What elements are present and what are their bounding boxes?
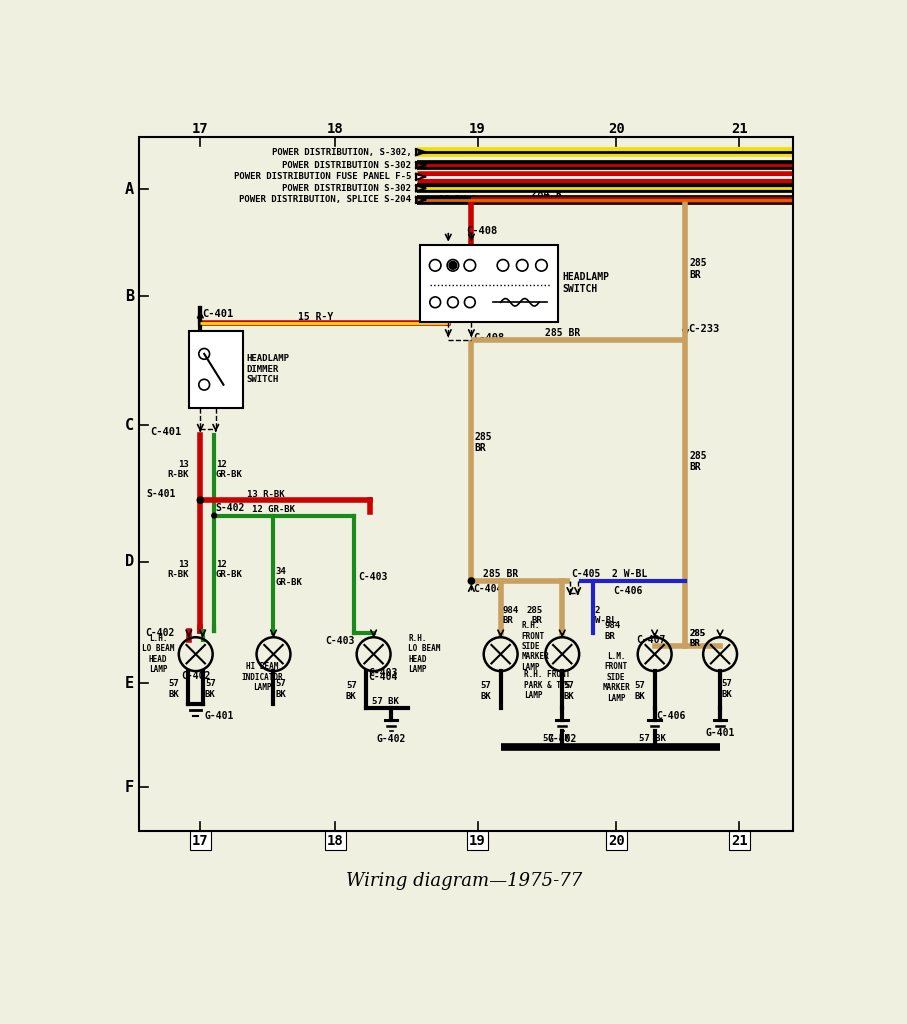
Text: HI BEAM
INDICATOR
LAMP: HI BEAM INDICATOR LAMP [241, 663, 283, 692]
Text: C-406: C-406 [656, 711, 686, 721]
Text: 57
BK: 57 BK [346, 681, 356, 700]
Text: C-402: C-402 [145, 628, 174, 638]
Circle shape [197, 497, 204, 504]
Text: 19: 19 [469, 834, 486, 848]
Text: 57
BK: 57 BK [722, 679, 732, 698]
Text: 140 BK-R: 140 BK-R [439, 161, 482, 170]
Circle shape [448, 261, 457, 270]
Text: 12
GR-BK: 12 GR-BK [216, 460, 242, 479]
Text: C-401: C-401 [150, 427, 181, 437]
Bar [139, 137, 794, 831]
Text: G-401: G-401 [204, 711, 234, 721]
Text: L.H.
LO BEAM
HEAD
LAMP: L.H. LO BEAM HEAD LAMP [141, 634, 174, 674]
Text: C-403: C-403 [358, 572, 387, 583]
Text: 57 BK: 57 BK [639, 734, 666, 743]
Text: 8 B-Y: 8 B-Y [439, 184, 466, 193]
Text: Wiring diagram—1975-77: Wiring diagram—1975-77 [346, 872, 582, 890]
Text: 57
BK: 57 BK [168, 679, 179, 698]
Text: 2 W-BL: 2 W-BL [612, 569, 648, 580]
Text: R.H. FRONT
PARK & T/S
LAMP: R.H. FRONT PARK & T/S LAMP [523, 670, 570, 699]
Text: C-408: C-408 [473, 334, 505, 343]
Text: A: A [125, 182, 134, 197]
Text: B: B [125, 289, 134, 304]
Text: R.H.
FRONT
SIDE
MARKER
LAMP: R.H. FRONT SIDE MARKER LAMP [522, 622, 549, 672]
Text: G-402: G-402 [376, 734, 406, 743]
Text: POWER DISTRIBUTION, S-302,: POWER DISTRIBUTION, S-302, [271, 147, 411, 157]
Bar [189, 331, 243, 408]
Text: 57
BK: 57 BK [564, 681, 574, 700]
Text: R.H.
LO BEAM
HEAD
LAMP: R.H. LO BEAM HEAD LAMP [408, 634, 441, 674]
Text: 12 GR-BK: 12 GR-BK [252, 505, 295, 514]
Text: POWER DISTRIBUTION S-302: POWER DISTRIBUTION S-302 [282, 161, 411, 170]
Text: 285 BR: 285 BR [544, 328, 580, 338]
Text: E: E [125, 676, 134, 690]
Text: G-402: G-402 [548, 734, 577, 743]
Text: 34
GR-BK: 34 GR-BK [275, 567, 302, 587]
Text: L.M.
FRONT
SIDE
MARKER
LAMP: L.M. FRONT SIDE MARKER LAMP [602, 652, 630, 702]
Text: 284 R: 284 R [532, 188, 562, 199]
Text: POWER DISTRIBUTION, SPLICE S-204: POWER DISTRIBUTION, SPLICE S-204 [239, 196, 411, 205]
Text: 57
BK: 57 BK [481, 681, 492, 700]
Text: 285
BR: 285 BR [526, 606, 542, 626]
Text: POWER DISTRIBUTION FUSE PANEL F-5: POWER DISTRIBUTION FUSE PANEL F-5 [234, 172, 411, 181]
Text: 17: 17 [192, 122, 209, 136]
Text: 17: 17 [192, 834, 209, 848]
Text: 383 R-W: 383 R-W [439, 172, 477, 181]
Text: C-233: C-233 [688, 325, 720, 334]
Text: 285
BR: 285 BR [689, 258, 707, 280]
Text: C-403: C-403 [368, 668, 397, 678]
Text: 18: 18 [327, 122, 344, 136]
Text: 2
W-BL: 2 W-BL [595, 606, 616, 626]
Text: G-401: G-401 [706, 728, 735, 738]
Text: HEADLAMP
SWITCH: HEADLAMP SWITCH [562, 272, 610, 294]
Text: S-401: S-401 [146, 489, 176, 499]
Text: C-402: C-402 [181, 671, 210, 681]
Text: 20: 20 [608, 834, 625, 848]
Text: C-401: C-401 [202, 309, 233, 318]
Text: 20: 20 [608, 122, 625, 136]
Text: C: C [125, 418, 134, 432]
Text: 18: 18 [327, 834, 344, 848]
Text: F: F [125, 779, 134, 795]
Text: 57
BK: 57 BK [635, 681, 646, 700]
Circle shape [211, 512, 218, 519]
Text: 12
GR-BK: 12 GR-BK [216, 560, 242, 580]
Text: 13
R-BK: 13 R-BK [167, 460, 189, 479]
Text: 984
BR: 984 BR [502, 606, 518, 626]
Circle shape [467, 578, 475, 585]
Text: 13 R-BK: 13 R-BK [247, 489, 285, 499]
Text: 285
BR: 285 BR [689, 451, 707, 472]
Text: 285
BR: 285 BR [689, 629, 706, 648]
Bar [420, 245, 559, 322]
Text: 21: 21 [731, 834, 747, 848]
Text: C-408: C-408 [466, 225, 497, 236]
Text: S-402: S-402 [216, 503, 245, 513]
Text: 137 Y-BK: 137 Y-BK [439, 147, 482, 157]
Text: D: D [125, 554, 134, 569]
Text: 285
BR: 285 BR [689, 629, 706, 648]
Text: 15 R-Y: 15 R-Y [298, 312, 334, 322]
Text: 21: 21 [731, 122, 747, 136]
Text: C-407: C-407 [636, 635, 666, 645]
Text: HEADLAMP
DIMMER
SWITCH: HEADLAMP DIMMER SWITCH [247, 354, 289, 384]
Text: 57 BK: 57 BK [372, 697, 398, 707]
Text: 57
BK: 57 BK [275, 679, 286, 698]
Text: 984
BR: 984 BR [605, 622, 620, 641]
Text: C-406: C-406 [613, 586, 642, 596]
Text: C-404: C-404 [368, 673, 397, 682]
Text: POWER DISTRIBUTION S-302: POWER DISTRIBUTION S-302 [282, 184, 411, 193]
Text: C-404: C-404 [473, 584, 503, 594]
Text: 57 BK: 57 BK [543, 734, 570, 743]
Text: 285
BR: 285 BR [474, 432, 493, 454]
Text: 285 BR: 285 BR [483, 569, 518, 580]
Text: C-403: C-403 [325, 636, 355, 646]
Text: 13
R-BK: 13 R-BK [167, 560, 189, 580]
Text: 57
BK: 57 BK [205, 679, 216, 698]
Text: 19: 19 [469, 122, 486, 136]
Text: 25 BK-0: 25 BK-0 [439, 196, 477, 205]
Text: C-405: C-405 [571, 569, 600, 580]
